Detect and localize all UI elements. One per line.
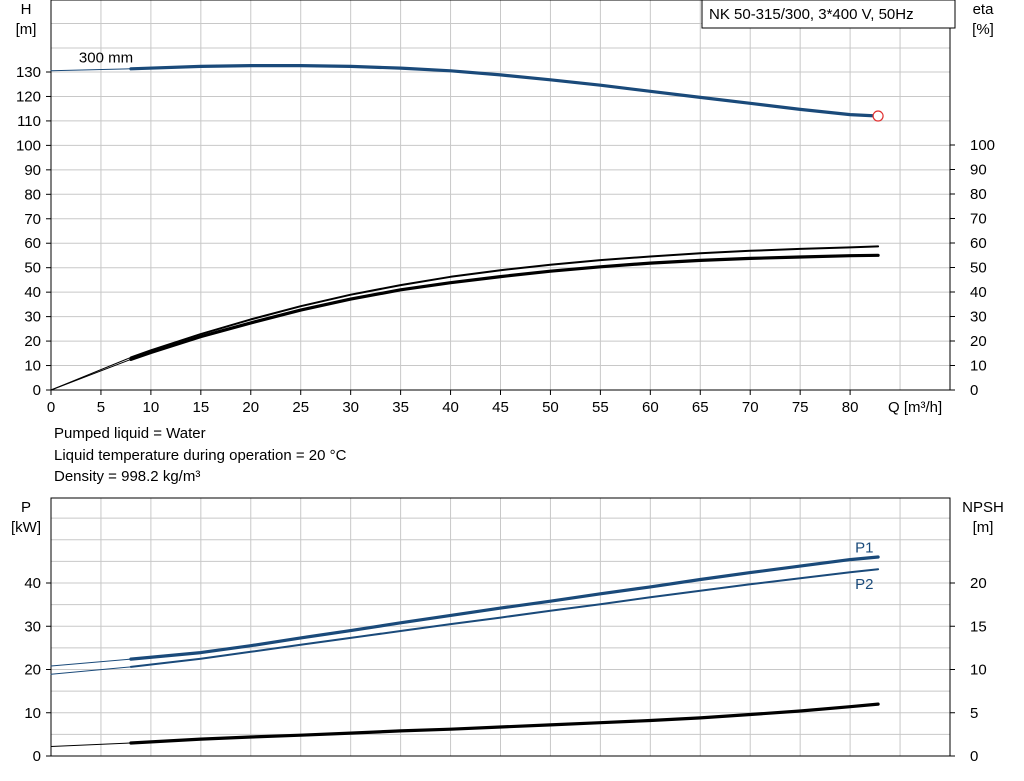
lower-plot-frame xyxy=(50,497,951,757)
lower-y-left-title: P xyxy=(21,499,31,516)
upper-y-left-tick-label: 30 xyxy=(24,309,41,326)
upper-y-left-tick-label: 40 xyxy=(24,284,41,301)
upper-curve-extension-4 xyxy=(50,356,132,391)
x-tick-label: 65 xyxy=(692,399,709,416)
x-tick-label: 15 xyxy=(192,399,209,416)
x-axis-label: Q [m³/h] xyxy=(888,399,942,416)
upper-y-left-tick-label: 10 xyxy=(24,358,41,375)
x-tick-label: 35 xyxy=(392,399,409,416)
upper-y-right-tick-label: 30 xyxy=(970,309,987,326)
upper-curve-3 xyxy=(129,253,880,361)
x-tick-label: 50 xyxy=(542,399,559,416)
series-label-p1: P1 xyxy=(855,540,873,557)
lower-curve-extension-npsh xyxy=(50,742,132,747)
upper-y-left-tick-label: 130 xyxy=(16,64,41,81)
lower-y-right-tick-label: 20 xyxy=(970,575,987,592)
lower-y-right-tick-label: 10 xyxy=(970,662,987,679)
upper-y-right-tick-label: 0 xyxy=(970,382,978,399)
x-tick-label: 45 xyxy=(492,399,509,416)
upper-y-left-tick-label: 100 xyxy=(16,137,41,154)
upper-y-left-tick-label: 20 xyxy=(24,333,41,350)
x-tick-label: 0 xyxy=(47,399,55,416)
x-tick-label: 20 xyxy=(242,399,259,416)
x-tick-label: 75 xyxy=(792,399,809,416)
x-tick-label: 5 xyxy=(97,399,105,416)
upper-y-right-title: eta xyxy=(973,1,995,18)
upper-y-left-tick-label: 120 xyxy=(16,88,41,105)
lower-curve-npsh xyxy=(129,702,880,745)
upper-y-left-tick-label: 50 xyxy=(24,260,41,277)
upper-y-right-tick-label: 40 xyxy=(970,284,987,301)
lower-y-right-tick-label: 5 xyxy=(970,705,978,722)
lower-y-right-tick-label: 15 xyxy=(970,618,987,635)
series-label-p2: P2 xyxy=(855,576,873,593)
lower-y-left-tick-label: 10 xyxy=(24,705,41,722)
upper-y-left-tick-label: 60 xyxy=(24,235,41,252)
x-tick-label: 10 xyxy=(143,399,160,416)
lower-curve-extension-p1 xyxy=(50,658,132,667)
curve-annotation: 300 mm xyxy=(79,49,133,66)
upper-curve-extension-0 xyxy=(50,68,132,72)
upper-y-left-tick-label: 0 xyxy=(33,382,41,399)
lower-y-left-tick-label: 20 xyxy=(24,662,41,679)
x-tick-label: 40 xyxy=(442,399,459,416)
x-tick-label: 70 xyxy=(742,399,759,416)
upper-curve-5 xyxy=(129,245,880,359)
upper-y-right-tick-label: 60 xyxy=(970,235,987,252)
lower-y-left-unit: [kW] xyxy=(11,519,41,536)
lower-y-right-tick-label: 0 xyxy=(970,748,978,765)
upper-y-right-tick-label: 80 xyxy=(970,186,987,203)
info-density: Density = 998.2 kg/m³ xyxy=(54,468,201,485)
info-liquid-temperature: Liquid temperature during operation = 20… xyxy=(54,447,347,464)
lower-y-right-unit: [m] xyxy=(973,519,994,536)
x-tick-label: 30 xyxy=(342,399,359,416)
chart-title: NK 50-315/300, 3*400 V, 50Hz xyxy=(709,6,914,23)
lower-curve-extension-p2 xyxy=(50,666,132,675)
x-tick-label: 60 xyxy=(642,399,659,416)
upper-y-left-unit: [m] xyxy=(16,21,37,38)
upper-y-right-tick-label: 90 xyxy=(970,162,987,179)
x-tick-label: 80 xyxy=(842,399,859,416)
lower-y-right-title: NPSH xyxy=(962,499,1004,516)
lower-y-left-tick-label: 30 xyxy=(24,618,41,635)
upper-y-left-tick-label: 90 xyxy=(24,162,41,179)
lower-curve-p1 xyxy=(129,555,880,661)
upper-curve-1 xyxy=(129,63,880,118)
upper-y-right-unit: [%] xyxy=(972,21,994,38)
lower-y-left-tick-label: 40 xyxy=(24,575,41,592)
lower-curve-p2 xyxy=(129,568,880,668)
x-tick-label: 25 xyxy=(292,399,309,416)
upper-y-right-tick-label: 10 xyxy=(970,358,987,375)
x-tick-label: 55 xyxy=(592,399,609,416)
duty-point-marker xyxy=(872,110,884,122)
chart-title-box xyxy=(701,0,956,29)
upper-y-right-tick-label: 50 xyxy=(970,260,987,277)
upper-y-left-title: H xyxy=(21,1,32,18)
upper-y-left-tick-label: 80 xyxy=(24,186,41,203)
upper-y-left-tick-label: 70 xyxy=(24,211,41,228)
upper-y-right-tick-label: 20 xyxy=(970,333,987,350)
upper-y-left-tick-label: 110 xyxy=(17,113,41,130)
upper-y-right-tick-label: 70 xyxy=(970,211,987,228)
info-pumped-liquid: Pumped liquid = Water xyxy=(54,425,206,442)
upper-y-right-tick-label: 100 xyxy=(970,137,995,154)
lower-y-left-tick-label: 0 xyxy=(33,748,41,765)
